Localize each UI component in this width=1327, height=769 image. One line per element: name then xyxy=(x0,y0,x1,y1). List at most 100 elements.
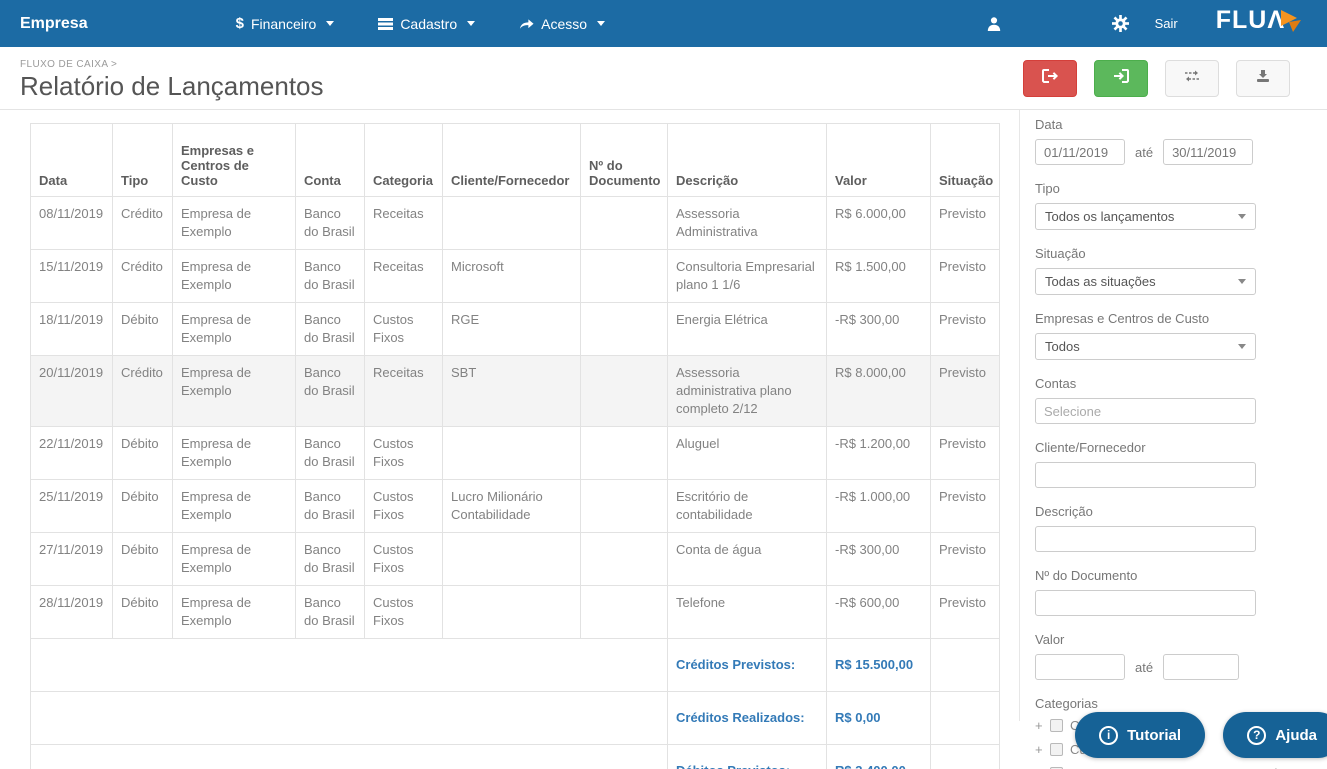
tutorial-button[interactable]: i Tutorial xyxy=(1075,712,1205,758)
cell-tipo: Crédito xyxy=(112,196,173,250)
expand-icon[interactable]: + xyxy=(1035,766,1043,769)
add-debit-button[interactable] xyxy=(1023,60,1077,97)
tipo-select[interactable]: Todos os lançamentos xyxy=(1035,203,1256,230)
col-header-descricao[interactable]: Descrição xyxy=(667,123,827,197)
cell-tipo: Crédito xyxy=(112,249,173,303)
cell-documento xyxy=(580,196,668,250)
filter-cliente-label: Cliente/Fornecedor xyxy=(1035,440,1146,455)
col-header-documento[interactable]: Nº do Documento xyxy=(580,123,668,197)
table-row[interactable]: 20/11/2019 Crédito Empresa de Exemplo Banco… xyxy=(30,355,1000,427)
table-row[interactable]: 08/11/2019 Crédito Empresa de Exemplo Banco… xyxy=(30,196,1000,250)
report-table: Data Tipo Empresas e Centros de Custo Co… xyxy=(30,123,1000,769)
date-to-input[interactable] xyxy=(1163,139,1254,165)
documento-input[interactable] xyxy=(1035,590,1256,616)
col-header-valor[interactable]: Valor xyxy=(826,123,931,197)
cell-empresas: Empresa de Exemplo xyxy=(172,531,296,586)
expand-icon[interactable]: + xyxy=(1035,742,1043,757)
cell-categoria: Custos Fixos xyxy=(364,531,443,586)
print-button[interactable] xyxy=(1236,60,1290,97)
cell-documento xyxy=(580,478,668,533)
table-header-row: Data Tipo Empresas e Centros de Custo Co… xyxy=(30,123,1000,197)
cell-conta: Banco do Brasil xyxy=(295,478,365,533)
table-row[interactable]: 15/11/2019 Crédito Empresa de Exemplo Banco… xyxy=(30,249,1000,303)
table-row[interactable]: 22/11/2019 Débito Empresa de Exemplo Banco … xyxy=(30,425,1000,480)
report-area: Data Tipo Empresas e Centros de Custo Co… xyxy=(0,110,1019,769)
date-from-input[interactable] xyxy=(1035,139,1125,165)
category-checkbox[interactable] xyxy=(1050,743,1063,756)
table-row[interactable]: 25/11/2019 Débito Empresa de Exemplo Banco … xyxy=(30,478,1000,533)
logout-link[interactable]: Sair xyxy=(1154,16,1178,31)
question-icon: ? xyxy=(1247,725,1267,745)
cell-situacao: Previsto xyxy=(930,302,1000,356)
cell-descricao: Assessoria Administrativa xyxy=(667,196,827,250)
cell-tipo: Débito xyxy=(112,478,173,533)
filter-documento-label: Nº do Documento xyxy=(1035,568,1138,583)
cell-cliente xyxy=(442,531,581,586)
transfer-button[interactable] xyxy=(1165,60,1219,97)
summary-label: Créditos Previstos: xyxy=(667,637,827,692)
table-row[interactable]: 27/11/2019 Débito Empresa de Exemplo Banco … xyxy=(30,531,1000,586)
sign-out-icon xyxy=(1041,68,1059,89)
cell-situacao: Previsto xyxy=(930,425,1000,480)
chevron-down-icon xyxy=(467,21,476,26)
user-icon[interactable] xyxy=(986,16,1002,32)
descricao-input[interactable] xyxy=(1035,526,1256,552)
summary-empty xyxy=(930,637,1000,692)
cell-valor: R$ 1.500,00 xyxy=(826,249,931,303)
cell-empresas: Empresa de Exemplo xyxy=(172,425,296,480)
cell-valor: -R$ 1.200,00 xyxy=(826,425,931,480)
filter-data-label: Data xyxy=(1035,117,1063,132)
table-row[interactable]: 28/11/2019 Débito Empresa de Exemplo Banco … xyxy=(30,584,1000,639)
summary-row: Créditos Realizados: R$ 0,00 xyxy=(30,690,1000,745)
table-row[interactable]: 18/11/2019 Débito Empresa de Exemplo Banco … xyxy=(30,302,1000,356)
category-item: + Despesas com Faturamento e Vendas xyxy=(1035,766,1327,769)
cell-conta: Banco do Brasil xyxy=(295,302,365,356)
app-logo: FLU Λ xyxy=(1216,8,1311,39)
gear-icon[interactable] xyxy=(1111,15,1129,32)
col-header-empresas[interactable]: Empresas e Centros de Custo xyxy=(172,123,296,197)
cell-tipo: Crédito xyxy=(112,355,173,427)
info-icon: i xyxy=(1099,725,1119,745)
menu-cadastro[interactable]: Cadastro xyxy=(378,15,476,32)
cell-valor: -R$ 1.000,00 xyxy=(826,478,931,533)
col-header-situacao[interactable]: Situação xyxy=(930,123,1000,197)
cell-conta: Banco do Brasil xyxy=(295,531,365,586)
menu-cadastro-label: Cadastro xyxy=(400,15,458,32)
cell-descricao: Telefone xyxy=(667,584,827,639)
brand: Empresa xyxy=(20,14,88,32)
cell-valor: -R$ 300,00 xyxy=(826,531,931,586)
col-header-data[interactable]: Data xyxy=(30,123,113,197)
cell-cliente: Lucro Milionário Contabilidade xyxy=(442,478,581,533)
empresas-select[interactable]: Todos xyxy=(1035,333,1256,360)
situacao-select[interactable]: Todas as situações xyxy=(1035,268,1256,295)
main-menu: $ Financeiro Cadastro Acesso xyxy=(236,15,606,32)
cell-empresas: Empresa de Exemplo xyxy=(172,249,296,303)
cliente-input[interactable] xyxy=(1035,462,1256,488)
valor-to-input[interactable] xyxy=(1163,654,1240,680)
cell-descricao: Escritório de contabilidade xyxy=(667,478,827,533)
category-checkbox[interactable] xyxy=(1050,767,1063,769)
menu-acesso[interactable]: Acesso xyxy=(519,15,606,32)
expand-icon[interactable]: + xyxy=(1035,718,1043,733)
tutorial-button-label: Tutorial xyxy=(1127,726,1181,744)
col-header-conta[interactable]: Conta xyxy=(295,123,365,197)
category-checkbox[interactable] xyxy=(1050,719,1063,732)
help-button[interactable]: ? Ajuda xyxy=(1223,712,1327,758)
cell-data: 18/11/2019 xyxy=(30,302,113,356)
col-header-cliente[interactable]: Cliente/Fornecedor xyxy=(442,123,581,197)
cell-situacao: Previsto xyxy=(930,196,1000,250)
menu-financeiro[interactable]: $ Financeiro xyxy=(236,15,335,32)
cell-cliente xyxy=(442,425,581,480)
cell-valor: -R$ 300,00 xyxy=(826,302,931,356)
col-header-categoria[interactable]: Categoria xyxy=(364,123,443,197)
cell-descricao: Consultoria Empresarial plano 1 1/6 xyxy=(667,249,827,303)
chevron-down-icon xyxy=(1238,344,1246,349)
add-credit-button[interactable] xyxy=(1094,60,1148,97)
valor-from-input[interactable] xyxy=(1035,654,1125,680)
cell-documento xyxy=(580,355,668,427)
col-header-tipo[interactable]: Tipo xyxy=(112,123,173,197)
summary-empty xyxy=(930,743,1000,769)
arrow-icon xyxy=(519,18,534,30)
summary-value: R$ 3.400,00 xyxy=(826,743,931,769)
contas-input[interactable] xyxy=(1035,398,1256,424)
